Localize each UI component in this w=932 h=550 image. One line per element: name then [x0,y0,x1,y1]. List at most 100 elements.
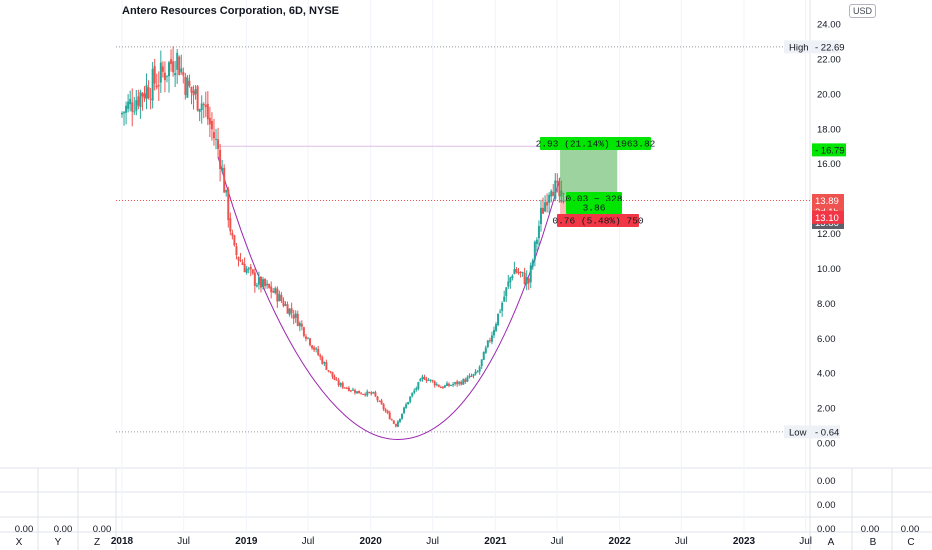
bottom-axis-value: 0.00 [861,524,880,535]
candle-body [335,379,338,381]
y-tick-label: 12.00 [817,229,841,240]
candle-body [511,275,514,278]
candle-body [151,68,154,101]
candle-body [525,277,528,284]
candle-body [215,138,218,140]
high-tag-label: High [789,42,809,53]
x-tick-label: Jul [426,536,439,547]
candle-body [327,370,330,372]
stop-price-tag: 13.10 [815,213,839,224]
candle-body [317,348,320,356]
candle-body [229,218,232,232]
candle-body [221,168,224,172]
candle-body [200,103,203,111]
candle-body [309,338,312,346]
bottom-axis-value: 0.00 [817,524,836,535]
candle-body [223,167,226,193]
y-tick-label: 0.00 [817,439,836,450]
bottom-axis-value: 0.00 [15,524,34,535]
candle-body [247,268,250,270]
candle-body [368,391,371,393]
x-tick-label: Jul [302,536,315,547]
candle-body [413,390,416,393]
position-stop-label-bg [557,214,639,227]
high-tag-bg [784,40,840,54]
x-tick-label: 2018 [111,536,134,547]
candle-body [168,62,171,77]
candle-body [182,72,185,76]
currency-badge[interactable]: USD [849,4,877,18]
bottom-axis-value: 0.00 [54,524,73,535]
x-tick-label: Jul [177,536,190,547]
candle-body [288,308,291,315]
candle-body [231,232,234,236]
candle-body [521,271,524,273]
axis-letter-y: Y [55,537,62,548]
candle-body [480,359,483,366]
cup-curve[interactable] [217,156,561,441]
candle-body [345,388,348,390]
candle-body [276,288,279,302]
candle-body [245,268,248,273]
candle-body [212,132,215,139]
candle-body [450,385,453,387]
axis-letter-x: X [16,537,23,548]
x-tick-label: 2022 [609,536,632,547]
axis-letter-c: C [907,537,914,548]
chart-title: Antero Resources Corporation, 6D, NYSE [122,5,339,17]
candle-body [517,271,520,274]
candle-body [127,101,130,109]
candle-body [427,379,430,381]
candle-body [321,357,324,364]
candle-body [259,276,262,288]
candle-body [386,411,389,414]
candle-body [266,283,269,286]
candle-body [497,313,500,326]
candle-body [174,72,177,76]
candle-body [423,377,426,380]
candle-body [405,404,408,408]
candle-body [542,207,545,214]
candle-body [456,381,459,385]
candle-body [503,296,506,302]
candle-body [535,239,538,244]
candle-body [388,412,391,420]
candle-body [366,391,369,396]
candle-body [490,335,493,342]
candle-body [315,348,318,350]
candle-body [537,225,540,239]
candle-body [311,345,314,349]
position-target-label: 2.93 (21.14%) 1963.82 [536,139,656,150]
candle-body [464,379,467,382]
candle-body [513,269,516,275]
oscillator-1-value: 0.00 [817,476,836,487]
axis-letter-a: A [828,537,835,548]
candle-body [398,418,401,422]
candle-body [468,375,471,378]
candle-body [149,98,152,100]
position-stop-label: 0.76 (5.48%) 750 [552,216,644,227]
candle-body [492,330,495,336]
candle-body [290,308,293,314]
candle-body [458,381,461,384]
candle-body [429,379,432,381]
candle-body [443,385,446,388]
candle-body [454,382,457,384]
x-tick-label: 2023 [733,536,756,547]
candle-body [194,89,197,95]
y-tick-label: 22.00 [817,54,841,65]
candle-body [286,304,289,314]
candle-body [208,117,211,125]
candle-body [382,404,385,410]
candle-body [292,314,295,319]
candle-body [272,291,275,293]
candle-body [527,278,530,284]
candle-body [304,336,307,339]
candle-body [523,272,526,284]
candle-body [227,189,230,221]
x-tick-label: Jul [799,536,812,547]
candle-body [507,281,510,287]
candle-body [417,382,420,389]
